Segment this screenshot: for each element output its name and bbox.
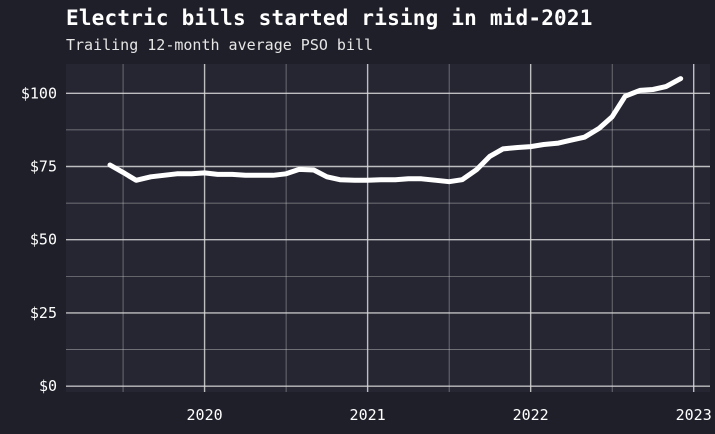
y-tick-label: $75 xyxy=(30,158,57,176)
y-tick-label: $50 xyxy=(30,231,57,249)
y-tick-label: $25 xyxy=(30,304,57,322)
y-tick-label: $100 xyxy=(21,84,57,102)
x-tick-label: 2023 xyxy=(676,406,712,424)
plot-area xyxy=(66,64,710,392)
y-tick-label: $0 xyxy=(39,377,57,395)
grid-lines xyxy=(66,64,710,392)
series-line xyxy=(107,76,684,185)
x-tick-label: 2021 xyxy=(350,406,386,424)
chart-title: Electric bills started rising in mid-202… xyxy=(66,6,593,30)
chart-subtitle: Trailing 12-month average PSO bill xyxy=(66,36,374,54)
x-tick-label: 2022 xyxy=(513,406,549,424)
axis-labels: $0 $25 $50 $75 $100 2020 2021 2022 2023 xyxy=(21,84,712,424)
series-layer xyxy=(107,76,684,185)
x-tick-label: 2020 xyxy=(187,406,223,424)
